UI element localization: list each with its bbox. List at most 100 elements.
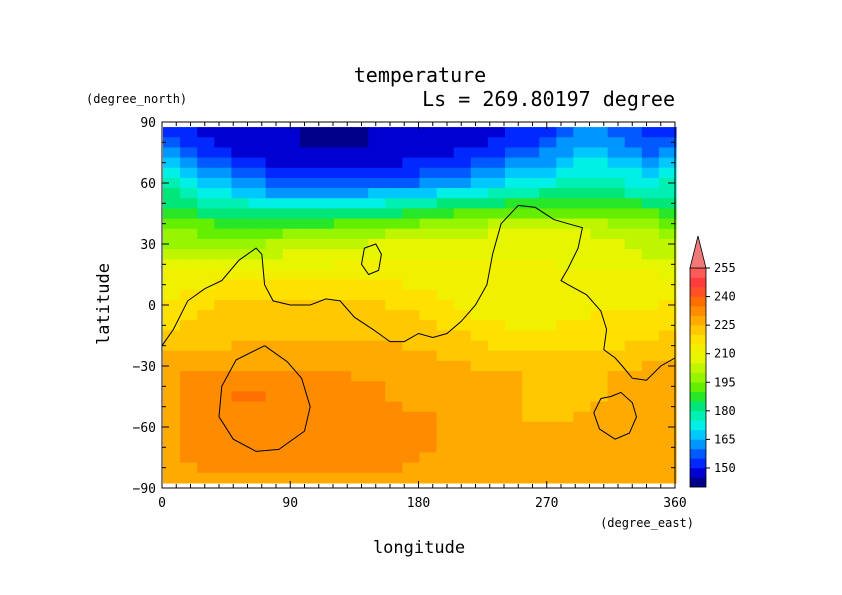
- heatmap-cell: [368, 340, 386, 352]
- heatmap-cell: [453, 320, 472, 332]
- heatmap-cell: [368, 157, 386, 169]
- colorbar-segment: [690, 467, 706, 478]
- heatmap-cell: [385, 279, 403, 291]
- heatmap-cell: [539, 310, 557, 321]
- heatmap-cell: [453, 452, 472, 464]
- heatmap-cell: [163, 442, 181, 454]
- heatmap-cell: [197, 442, 215, 454]
- heatmap-cell: [436, 238, 455, 250]
- heatmap-cell: [402, 259, 421, 271]
- heatmap-cell: [163, 421, 181, 433]
- heatmap-cell: [316, 421, 335, 433]
- heatmap-cell: [590, 442, 609, 454]
- heatmap-cell: [214, 259, 232, 271]
- heatmap-cell: [624, 208, 643, 220]
- heatmap-cell: [539, 340, 557, 352]
- heatmap-cell: [402, 198, 421, 210]
- heatmap-cell: [436, 299, 455, 311]
- heatmap-cell: [282, 411, 301, 423]
- heatmap-cell: [334, 259, 352, 271]
- heatmap-cell: [385, 432, 403, 443]
- heatmap-cell: [214, 310, 232, 321]
- heatmap-cell: [470, 462, 489, 474]
- heatmap-cell: [282, 147, 301, 159]
- heatmap-cell: [607, 452, 626, 464]
- heatmap-cell: [316, 452, 335, 464]
- heatmap-cell: [556, 310, 574, 321]
- heatmap-cell: [351, 177, 369, 189]
- heatmap-cell: [231, 299, 250, 311]
- heatmap-cell: [163, 259, 181, 271]
- heatmap-cell: [590, 269, 609, 281]
- heatmap-cell: [573, 269, 592, 281]
- heatmap-cell: [299, 289, 318, 301]
- heatmap-cell: [402, 279, 421, 291]
- heatmap-cell: [590, 218, 609, 230]
- contour-line: [360, 243, 382, 276]
- heatmap-cell: [385, 188, 403, 199]
- heatmap-cell: [248, 320, 267, 332]
- heatmap-cell: [419, 289, 438, 301]
- heatmap-cell: [556, 188, 574, 199]
- heatmap-cell: [470, 310, 489, 321]
- y-unit-label: (degree_north): [86, 92, 187, 106]
- heatmap-cell: [180, 411, 198, 423]
- heatmap-cell: [163, 289, 181, 301]
- heatmap-cell: [214, 320, 232, 332]
- heatmap-cell: [522, 238, 540, 250]
- heatmap-cell: [607, 259, 626, 271]
- heatmap-cell: [351, 371, 369, 382]
- heatmap-cell: [351, 249, 369, 260]
- heatmap-cell: [334, 442, 352, 454]
- heatmap-cell: [470, 452, 489, 464]
- heatmap-cell: [487, 289, 506, 301]
- heatmap-cell: [453, 360, 472, 372]
- heatmap-cell: [539, 432, 557, 443]
- heatmap-cell: [641, 411, 660, 423]
- heatmap-cell: [419, 249, 438, 260]
- heatmap-cell: [470, 188, 489, 199]
- heatmap-cell: [316, 371, 335, 382]
- heatmap-cell: [368, 208, 386, 220]
- heatmap-cell: [607, 269, 626, 281]
- heatmap-cell: [624, 442, 643, 454]
- heatmap-cell: [505, 330, 523, 342]
- heatmap-cell: [316, 360, 335, 372]
- heatmap-cell: [556, 208, 574, 220]
- heatmap-cell: [231, 249, 250, 260]
- heatmap-cell: [573, 421, 592, 433]
- heatmap-cell: [334, 472, 352, 484]
- heatmap-cell: [214, 157, 232, 169]
- heatmap-cell: [231, 137, 250, 149]
- heatmap-cell: [556, 228, 574, 240]
- heatmap-cell: [282, 167, 301, 179]
- heatmap-cell: [231, 330, 250, 342]
- heatmap-cell: [214, 208, 232, 220]
- heatmap-cell: [197, 452, 215, 464]
- heatmap-cell: [539, 249, 557, 260]
- heatmap-cell: [265, 401, 284, 413]
- heatmap-cell: [368, 198, 386, 210]
- heatmap-cell: [197, 167, 215, 179]
- heatmap-cell: [214, 330, 232, 342]
- heatmap-cell: [641, 259, 660, 271]
- heatmap-cell: [248, 238, 267, 250]
- heatmap-cell: [641, 147, 660, 159]
- heatmap-cell: [368, 391, 386, 403]
- heatmap-cell: [487, 391, 506, 403]
- heatmap-cell: [163, 320, 181, 332]
- heatmap-cell: [556, 320, 574, 332]
- heatmap-cell: [282, 127, 301, 138]
- heatmap-cell: [470, 127, 489, 138]
- heatmap-cell: [385, 147, 403, 159]
- heatmap-cell: [282, 137, 301, 149]
- heatmap-cell: [453, 462, 472, 474]
- heatmap-cell: [402, 472, 421, 484]
- heatmap-cell: [573, 310, 592, 321]
- heatmap-cell: [607, 421, 626, 433]
- heatmap-cell: [505, 259, 523, 271]
- heatmap-cell: [282, 157, 301, 169]
- heatmap-cell: [334, 127, 352, 138]
- heatmap-cell: [641, 360, 660, 372]
- heatmap-cell: [265, 310, 284, 321]
